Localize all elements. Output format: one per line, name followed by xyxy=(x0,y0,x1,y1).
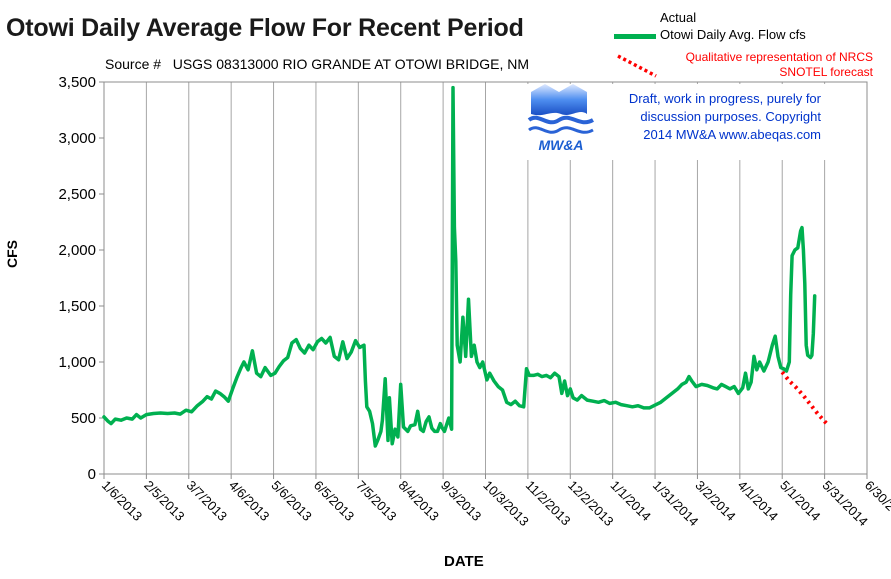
y-tick-label: 3,000 xyxy=(58,130,96,147)
x-tick-label: 8/4/2013 xyxy=(396,478,442,524)
legend-forecast-swatch xyxy=(617,54,657,78)
x-tick-label: 5/6/2013 xyxy=(268,478,314,524)
chart-subtitle: Source # USGS 08313000 RIO GRANDE AT OTO… xyxy=(105,56,530,72)
x-tick-label: 9/3/2013 xyxy=(438,478,484,524)
wave-logo-icon xyxy=(527,84,594,134)
chart-title: Otowi Daily Average Flow For Recent Peri… xyxy=(6,14,524,42)
legend: Actual Otowi Daily Avg. Flow cfs Qualita… xyxy=(614,10,890,82)
legend-forecast-label: Qualitative representation of NRCS SNOTE… xyxy=(685,50,873,79)
snotel-forecast-line xyxy=(780,370,831,428)
note-line-1: Draft, work in progress, purely for xyxy=(628,91,821,106)
note-line-2: discussion purposes. Copyright xyxy=(640,109,821,124)
y-tick-label: 2,500 xyxy=(58,186,96,203)
x-tick-label: 12/2/2013 xyxy=(565,478,617,530)
y-tick-label: 0 xyxy=(88,466,96,483)
x-tick-label: 3/7/2013 xyxy=(184,478,230,524)
y-tick-label: 3,500 xyxy=(58,74,96,91)
x-tick-label: 5/31/2014 xyxy=(819,478,871,530)
y-tick-label: 2,000 xyxy=(58,242,96,259)
note-text: Draft, work in progress, purely for disc… xyxy=(601,90,821,144)
y-tick-label: 1,000 xyxy=(58,354,96,371)
logo-text: MW&A xyxy=(538,137,584,153)
x-tick-label: 5/1/2014 xyxy=(777,478,823,524)
actual-flow-line xyxy=(102,85,817,448)
y-tick-label: 500 xyxy=(71,410,96,427)
y-axis-label: CFS xyxy=(4,240,20,268)
legend-actual-swatch xyxy=(614,34,656,39)
x-tick-label: 6/5/2013 xyxy=(311,478,357,524)
x-tick-label: 4/6/2013 xyxy=(226,478,272,524)
legend-title: Actual xyxy=(660,10,697,25)
x-tick-label: 4/1/2014 xyxy=(735,478,781,524)
note-line-3: 2014 MW&A www.abeqas.com xyxy=(643,127,821,142)
x-axis-label: DATE xyxy=(444,553,484,570)
x-tick-label: 1/6/2013 xyxy=(99,478,145,524)
x-tick-label: 2/5/2013 xyxy=(141,478,187,524)
x-tick-label: 11/2/2013 xyxy=(523,478,574,529)
legend-actual-label: Otowi Daily Avg. Flow cfs xyxy=(660,27,806,42)
copyright-note: MW&A Draft, work in progress, purely for… xyxy=(515,84,827,160)
x-tick-label: 1/31/2014 xyxy=(650,478,702,530)
x-tick-label: 10/3/2013 xyxy=(480,478,532,530)
x-tick-label: 7/5/2013 xyxy=(353,478,399,524)
mwa-logo: MW&A xyxy=(525,84,597,158)
y-tick-label: 1,500 xyxy=(58,298,96,315)
